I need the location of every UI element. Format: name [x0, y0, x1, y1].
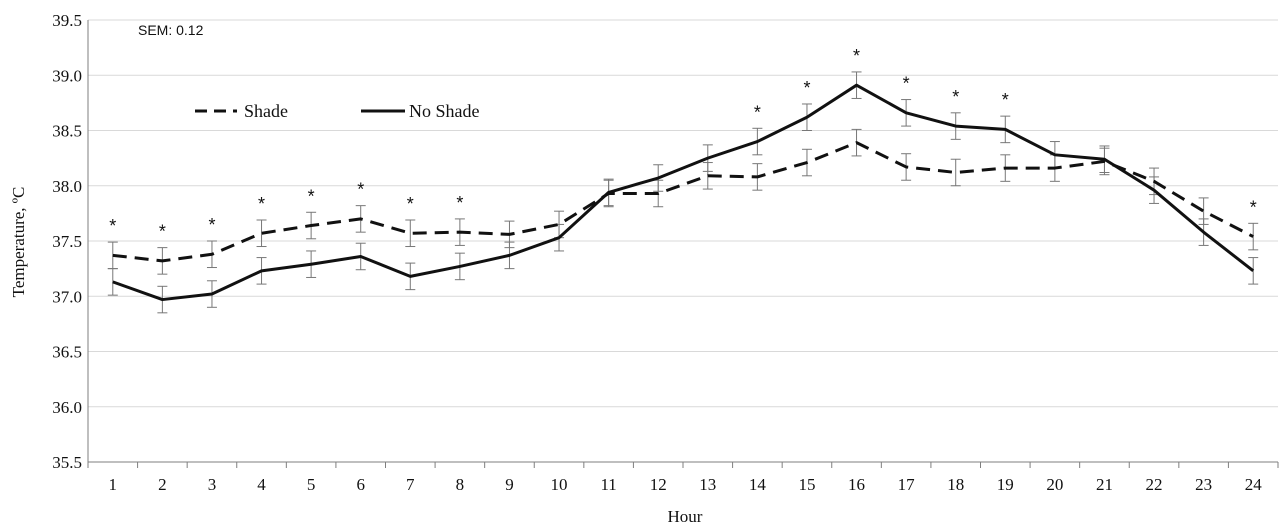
- significance-star: *: [109, 216, 116, 236]
- legend-label-no-shade: No Shade: [409, 101, 480, 121]
- x-tick-labels: 1 2 3 4 5 6 7 8 9 10 11 12 13 14 15 16 17 18 19 20 21 22 23 24: [109, 475, 1263, 494]
- significance-star: *: [258, 194, 265, 214]
- x-tick-label: 3: [208, 475, 217, 494]
- legend-label-shade: Shade: [244, 101, 288, 121]
- x-tick-label: 23: [1195, 475, 1212, 494]
- y-tick-label: 37.0: [52, 287, 82, 306]
- significance-star: *: [407, 194, 414, 214]
- y-tick-label: 37.5: [52, 232, 82, 251]
- series-line-shade: [112, 141, 1254, 263]
- y-tick-label: 35.5: [52, 453, 82, 472]
- x-tick-label: 1: [109, 475, 118, 494]
- series-line-no-shade: [112, 83, 1255, 302]
- significance-star: *: [159, 222, 166, 242]
- axes: [87, 20, 1279, 468]
- y-tick-labels: 35.5 36.0 36.5 37.0 37.5 38.0 38.5 39.0 39.5: [52, 11, 82, 472]
- x-tick-label: 2: [158, 475, 167, 494]
- x-tick-label: 13: [699, 475, 716, 494]
- x-tick-label: 20: [1046, 475, 1063, 494]
- significance-star: *: [1002, 90, 1009, 110]
- significance-star: *: [903, 74, 910, 94]
- series-lines: [112, 83, 1255, 302]
- significance-star: *: [754, 102, 761, 122]
- x-tick-label: 14: [749, 475, 767, 494]
- significance-star: *: [308, 186, 315, 206]
- x-tick-label: 24: [1245, 475, 1263, 494]
- x-tick-label: 16: [848, 475, 865, 494]
- y-axis-title: Temperature, ºC: [9, 187, 28, 298]
- significance-star: *: [357, 180, 364, 200]
- x-tick-label: 8: [456, 475, 465, 494]
- significance-star: *: [803, 78, 810, 98]
- significance-star: *: [208, 215, 215, 235]
- significance-star: *: [456, 193, 463, 213]
- x-tick-label: 7: [406, 475, 415, 494]
- y-tick-label: 36.5: [52, 343, 82, 362]
- x-tick-label: 17: [898, 475, 916, 494]
- x-tick-label: 19: [997, 475, 1014, 494]
- significance-star: *: [1250, 197, 1257, 217]
- y-tick-label: 39.0: [52, 66, 82, 85]
- x-axis-title: Hour: [668, 507, 703, 525]
- y-tick-label: 38.5: [52, 122, 82, 141]
- significance-markers: * * * * * * * * * * * * * * *: [109, 46, 1256, 242]
- x-tick-label: 22: [1146, 475, 1163, 494]
- x-tick-label: 9: [505, 475, 514, 494]
- y-tick-label: 38.0: [52, 177, 82, 196]
- x-tick-label: 15: [798, 475, 815, 494]
- x-tick-label: 5: [307, 475, 316, 494]
- significance-star: *: [853, 46, 860, 66]
- y-tick-label: 36.0: [52, 398, 82, 417]
- x-tick-label: 10: [551, 475, 568, 494]
- x-tick-label: 4: [257, 475, 266, 494]
- x-tick-label: 6: [356, 475, 365, 494]
- x-tick-label: 18: [947, 475, 964, 494]
- legend: Shade No Shade: [195, 101, 480, 121]
- x-tick-label: 11: [600, 475, 616, 494]
- x-tick-label: 21: [1096, 475, 1113, 494]
- x-tick-label: 12: [650, 475, 667, 494]
- y-tick-label: 39.5: [52, 11, 82, 30]
- grid-lines: [88, 19, 1278, 408]
- significance-star: *: [952, 87, 959, 107]
- annotation-sem: SEM: 0.12: [138, 22, 204, 38]
